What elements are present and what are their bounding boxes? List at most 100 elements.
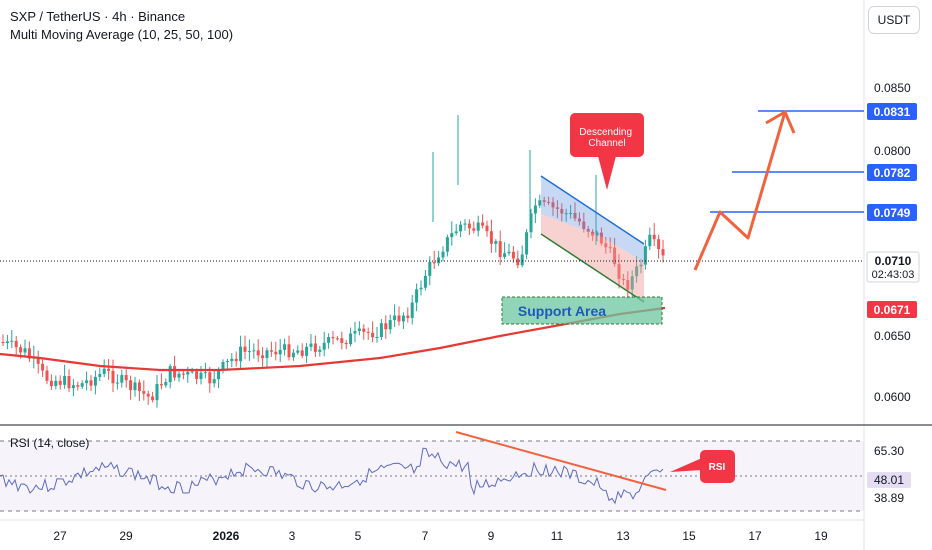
time-tick-17: 17 [748,529,762,543]
candle-body [366,331,370,333]
candle-body [305,346,309,356]
candle-body [419,287,423,290]
candle-body [19,347,23,353]
candle-body [503,253,507,258]
candle-body [247,351,251,353]
descending-channel-upper-fill [541,176,644,262]
candle-body [371,332,375,338]
candle-body [41,363,45,371]
candle-body [146,393,150,397]
candle-body [569,212,573,214]
candle-body [155,384,159,401]
candle-body [164,382,168,386]
candle-body [415,289,419,303]
candle-body [397,315,401,322]
candle-body [648,234,652,247]
candle-body [595,232,599,236]
candle-body [14,340,18,348]
candle-body [234,358,238,362]
candle-body [10,340,14,342]
candle-body [256,350,260,356]
candle-body [45,370,49,381]
candle-body [252,350,256,352]
candle-body [577,218,581,222]
candle-body [542,200,546,202]
candle-body [472,228,476,231]
projection-arrow [693,111,787,271]
candle-body [410,302,414,318]
candle-body [58,380,62,385]
candle-body [115,382,119,384]
rsi-title: RSI (14, close) [10,436,90,450]
candle-body [494,241,498,244]
candle-body [661,249,665,256]
candle-body [547,201,551,203]
ma-label-bg [867,301,917,318]
candle-body [269,350,273,352]
time-axis: 27 29 2026 3 5 7 9 11 13 15 17 19 [53,529,828,543]
candle-body [529,213,533,233]
time-tick-9: 9 [488,529,495,543]
candle-body [186,371,190,375]
candle-body [635,266,639,277]
candle-body [98,374,102,377]
rsi-tick-upper: 65.30 [874,444,904,458]
candle-body [274,351,278,355]
candle-body [239,346,243,362]
price-tick-0600: 0.0600 [874,390,911,404]
target-label-0831: 0.0831 [874,105,911,119]
candle-body [551,202,555,208]
rsi-callout-box [700,450,735,483]
time-tick-29: 29 [119,529,133,543]
target-label-0782: 0.0782 [874,166,911,180]
candle-countdown: 02:43:03 [872,269,915,281]
candle-body [177,373,181,378]
rsi-line [0,447,664,505]
candle-body [137,382,141,392]
time-tick-11: 11 [551,529,564,543]
candle-body [309,343,313,347]
candle-body [476,222,480,231]
current-price-label-bg [866,251,920,283]
channel-callout-box [570,113,644,157]
target-label-bg-0749 [867,204,917,221]
candle-body [278,349,282,355]
candle-body [511,251,515,259]
candle-body [76,385,80,387]
candle-body [85,380,89,384]
currency-button[interactable]: USDT [868,6,920,34]
candle-body [190,371,194,373]
candle-body [538,200,542,206]
candle-body [375,336,379,338]
candle-body [384,323,388,330]
candle-body [652,234,656,240]
candle-body [388,320,392,330]
descending-channel-lower-fill [541,214,644,302]
candle-body [423,275,427,288]
candle-body [36,357,40,364]
candle-body [265,350,269,359]
candle-body [71,385,75,389]
indicator-title: Multi Moving Average (10, 25, 50, 100) [10,27,234,42]
candle-body [498,241,502,258]
candle-body [287,344,291,358]
candle-body [283,344,287,350]
candle-body [608,247,612,249]
candle-body [159,384,163,386]
candle-body [208,372,212,384]
candle-body [107,368,111,371]
candle-body [151,396,155,401]
candle-body [212,379,216,384]
candle-body [582,221,586,229]
candle-body [639,264,643,267]
candle-body [203,372,207,374]
candle-body [27,348,31,359]
candle-body [621,278,625,281]
candle-body [626,280,630,290]
candle-body [291,352,295,358]
candle-body [357,328,361,332]
candle-body [560,208,564,214]
candle-body [591,231,595,236]
candle-body [349,333,353,345]
